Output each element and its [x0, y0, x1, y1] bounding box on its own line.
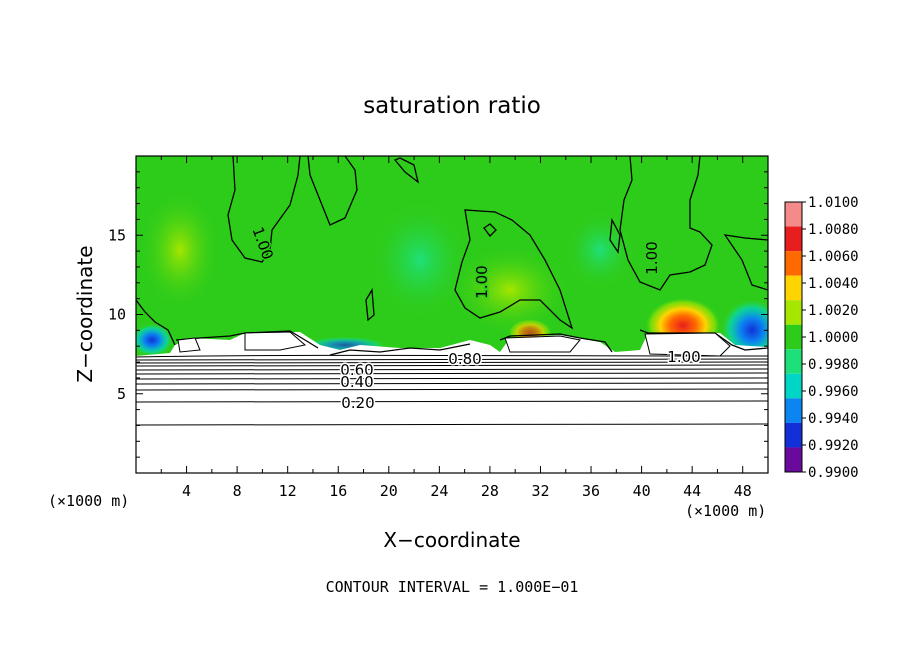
- contour-label: 0.80: [448, 350, 481, 368]
- contour-label: 0.20: [341, 394, 374, 412]
- contour-interval-note: CONTOUR INTERVAL = 1.000E−01: [326, 578, 579, 596]
- contour-labels: 1.00 1.00 1.00 1.00 0.80 0.60 0.40 0.20: [247, 223, 702, 413]
- moist-region-3: [370, 200, 470, 320]
- x-unit-left: (×1000 m): [48, 492, 129, 510]
- colorbar-swatch: [785, 251, 802, 276]
- x-tick-label: 4: [182, 482, 191, 500]
- colorbar-label: 1.0020: [808, 303, 859, 319]
- moist-region-4: [565, 210, 635, 290]
- contour-label: 1.00: [667, 348, 700, 366]
- y-axis: 5 10 15: [108, 171, 768, 458]
- colorbar-label: 1.0080: [808, 222, 859, 238]
- colorbar: 1.0100 1.0080 1.0060 1.0040 1.0020 1.0000 0.99…: [784, 195, 859, 481]
- colorbar-label: 0.9920: [808, 438, 859, 454]
- colorbar-swatch: [785, 373, 802, 399]
- contour-lines-cloud: [136, 156, 768, 356]
- x-tick-label: 32: [531, 482, 549, 500]
- colorbar-label: 1.0000: [808, 330, 859, 346]
- y-tick-label: 15: [108, 226, 126, 244]
- colorbar-swatch: [785, 275, 802, 301]
- colorbar-swatch: [785, 398, 802, 423]
- moist-region-1: [140, 190, 220, 310]
- contour-label: 1.00: [643, 241, 661, 274]
- x-tick-label: 20: [380, 482, 398, 500]
- colorbar-label: 0.9980: [808, 357, 859, 373]
- colorbar-label: 1.0100: [808, 195, 859, 211]
- x-axis-title: X−coordinate: [383, 528, 520, 552]
- subsat-region-2: [136, 324, 172, 356]
- x-tick-label: 44: [683, 482, 701, 500]
- colorbar-swatch: [785, 202, 802, 227]
- x-tick-label: 48: [734, 482, 752, 500]
- y-tick-label: 5: [117, 385, 126, 403]
- x-tick-label: 36: [582, 482, 600, 500]
- colorbar-swatch: [785, 349, 802, 374]
- x-tick-label: 16: [329, 482, 347, 500]
- x-tick-label: 24: [430, 482, 448, 500]
- moist-region-2: [450, 245, 570, 335]
- colorbar-label: 0.9960: [808, 384, 859, 400]
- contour-label: 0.60: [340, 361, 373, 379]
- colorbar-swatch: [785, 447, 802, 472]
- colorbar-label: 0.9940: [808, 411, 859, 427]
- x-tick-label: 8: [233, 482, 242, 500]
- y-axis-title: Z−coordinate: [73, 245, 97, 382]
- contour-label: 1.00: [473, 265, 491, 298]
- x-tick-label: 40: [633, 482, 651, 500]
- colorbar-swatch: [785, 422, 802, 448]
- colorbar-label: 1.0040: [808, 276, 859, 292]
- cloud-blobs: [177, 331, 731, 357]
- colorbar-swatch: [785, 300, 802, 325]
- colorbar-label: 0.9900: [808, 465, 859, 481]
- colorbar-swatch: [785, 226, 802, 252]
- colorbar-swatch: [785, 324, 802, 350]
- chart-title: saturation ratio: [363, 93, 541, 119]
- dry-lower-layer: [136, 332, 768, 473]
- contour-label: 0.40: [340, 373, 373, 391]
- x-unit-right: (×1000 m): [685, 502, 766, 520]
- y-tick-label: 10: [108, 306, 126, 324]
- colorbar-label: 1.0060: [808, 249, 859, 265]
- x-tick-label: 12: [279, 482, 297, 500]
- plot-area: [136, 156, 768, 473]
- x-tick-label: 28: [481, 482, 499, 500]
- x-axis: 4 8 12 16 20 24 28 32 36 40 44 48: [160, 156, 752, 500]
